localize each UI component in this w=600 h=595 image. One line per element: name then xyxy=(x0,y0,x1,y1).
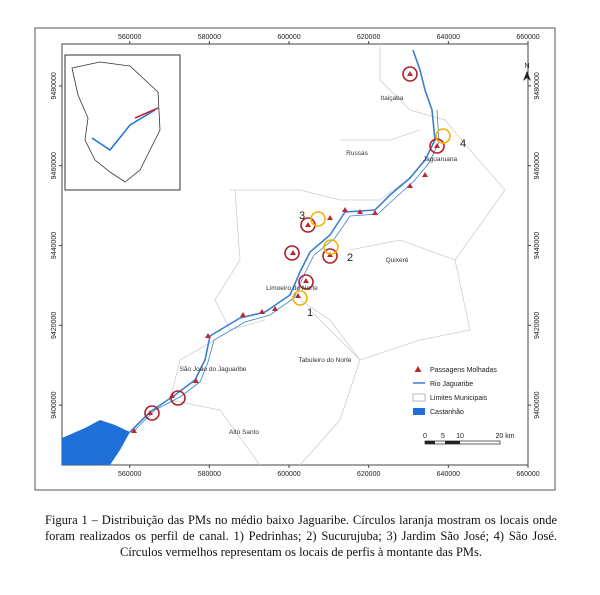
legend-label: Limites Municipais xyxy=(430,395,488,402)
x-tick-label: 620000 xyxy=(357,471,380,478)
x-tick-label: 560000 xyxy=(118,34,141,41)
x-tick-label: 660000 xyxy=(516,34,539,41)
x-tick-label: 560000 xyxy=(118,471,141,478)
place-label: Limoeiro do Norte xyxy=(266,285,318,292)
profile-circles xyxy=(292,128,451,306)
place-label: São João do Jaguaribe xyxy=(180,366,247,373)
site-number: 3 xyxy=(299,210,305,222)
scale-label: 20 km xyxy=(495,433,514,440)
x-tick-label: 580000 xyxy=(198,471,221,478)
place-label: Russas xyxy=(346,150,368,157)
site-number: 1 xyxy=(307,307,313,319)
legend: Passagens Molhadas Rio Jaguaribe Limites… xyxy=(412,366,497,416)
legend-label: Castanhão xyxy=(430,409,464,416)
place-label: Tabuleiro do Norte xyxy=(298,357,351,364)
river xyxy=(129,49,436,433)
legend-label: Rio Jaguaribe xyxy=(430,381,473,388)
figure-caption: Figura 1 – Distribuição das PMs no médio… xyxy=(45,513,557,559)
municipal-boundaries xyxy=(169,44,506,466)
upstream-circles xyxy=(144,66,445,421)
y-tick-label: 9400000 xyxy=(534,391,541,418)
place-label: Jaguaruana xyxy=(423,156,458,163)
place-label: Itaiçaba xyxy=(381,95,404,102)
site-number: 4 xyxy=(460,138,466,150)
y-tick-label: 9460000 xyxy=(51,152,58,179)
place-label: Alto Santo xyxy=(229,429,259,436)
scale-label: 5 xyxy=(441,433,445,440)
x-tick-label: 640000 xyxy=(437,471,460,478)
map: Itaiçaba Russas Jaguaruana Quixeré Limoe… xyxy=(34,27,556,491)
x-tick-label: 580000 xyxy=(198,34,221,41)
y-tick-label: 9400000 xyxy=(51,391,58,418)
y-tick-label: 9440000 xyxy=(534,232,541,259)
y-tick-label: 9480000 xyxy=(51,72,58,99)
scale-label: 10 xyxy=(456,433,464,440)
legend-label: Passagens Molhadas xyxy=(430,367,497,374)
scale-bar: 0 5 10 20 km xyxy=(423,433,515,445)
y-tick-label: 9440000 xyxy=(51,232,58,259)
north-arrow xyxy=(523,71,531,81)
north-label: N xyxy=(524,63,529,70)
x-tick-label: 640000 xyxy=(437,34,460,41)
x-tick-label: 620000 xyxy=(357,34,380,41)
place-label: Quixeré xyxy=(386,257,409,264)
y-tick-label: 9480000 xyxy=(534,72,541,99)
x-tick-label: 600000 xyxy=(277,471,300,478)
inset-map xyxy=(64,54,181,191)
scale-label: 0 xyxy=(423,433,427,440)
y-tick-label: 9420000 xyxy=(51,312,58,339)
castanhao-reservoir xyxy=(62,420,130,465)
x-tick-label: 600000 xyxy=(277,34,300,41)
site-number: 2 xyxy=(347,252,353,264)
y-tick-label: 9460000 xyxy=(534,152,541,179)
y-tick-label: 9420000 xyxy=(534,312,541,339)
x-tick-label: 660000 xyxy=(516,471,539,478)
